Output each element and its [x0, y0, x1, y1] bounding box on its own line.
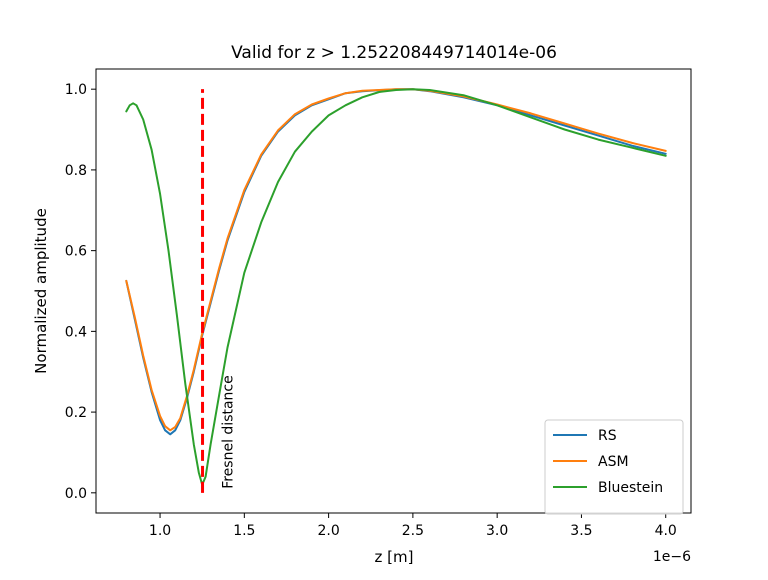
- series-line-bluestein: [125, 88, 667, 486]
- x-tick-label: 1.0: [149, 523, 171, 539]
- axes-frame: [95, 68, 692, 514]
- x-tick-label: 3.0: [486, 523, 508, 539]
- x-axis-offset-label: 1e−6: [653, 549, 691, 565]
- y-axis-label: Normalized amplitude: [32, 208, 50, 374]
- legend-label-asm: ASM: [598, 454, 629, 470]
- x-tick-label: 2.0: [317, 523, 339, 539]
- legend-label-bluestein: Bluestein: [598, 480, 663, 496]
- x-tick-label: 4.0: [655, 523, 677, 539]
- x-axis-label: z [m]: [375, 548, 414, 566]
- y-axis: 0.0 0.2 0.4 0.6 0.8 1.0: [65, 82, 96, 502]
- y-tick-label: 1.0: [65, 82, 87, 98]
- x-axis: 1.0 1.5 2.0 2.5 3.0 3.5 4.0: [149, 513, 677, 539]
- x-tick-label: 3.5: [570, 523, 592, 539]
- y-tick-label: 0.2: [65, 405, 87, 421]
- y-tick-label: 0.6: [65, 244, 87, 260]
- legend-label-rs: RS: [598, 428, 617, 444]
- legend-box: [544, 419, 684, 515]
- chart-title: Valid for z > 1.252208449714014e-06: [231, 43, 557, 63]
- plot-area: Fresnel distance: [125, 88, 667, 493]
- y-tick-label: 0.0: [65, 486, 87, 502]
- y-tick-label: 0.4: [65, 324, 87, 340]
- fresnel-distance-label: Fresnel distance: [221, 375, 237, 489]
- x-tick-label: 2.5: [402, 523, 424, 539]
- legend: RS ASM Bluestein: [544, 419, 684, 515]
- x-tick-label: 1.5: [233, 523, 255, 539]
- y-tick-label: 0.8: [65, 163, 87, 179]
